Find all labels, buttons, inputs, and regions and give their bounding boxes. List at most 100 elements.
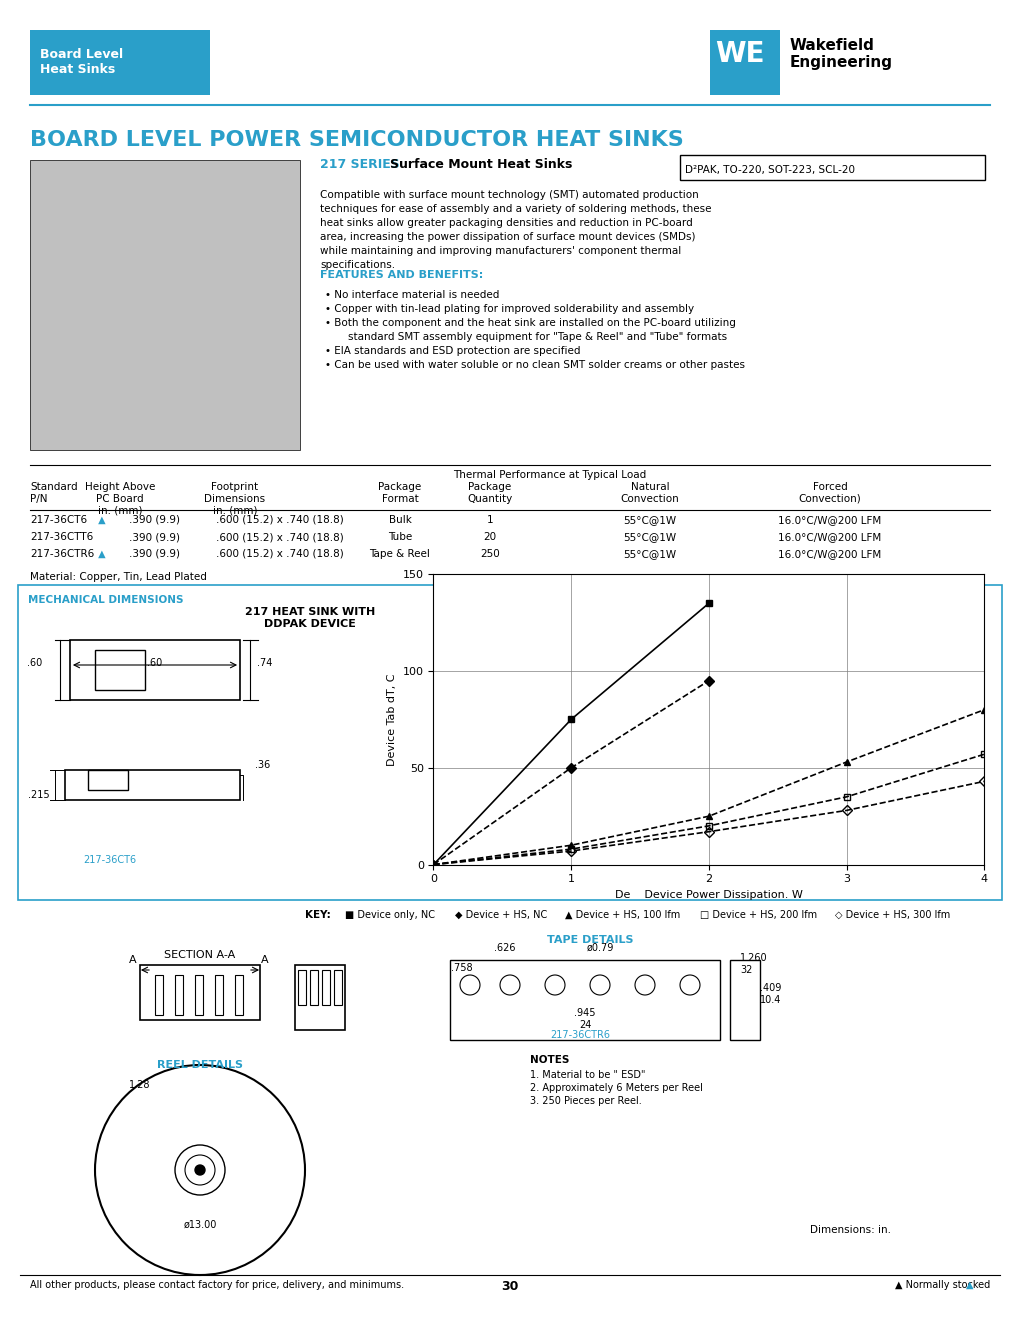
- Text: TAPE DETAILS: TAPE DETAILS: [546, 935, 633, 945]
- Text: D²PAK, TO-220, SOT-223, SCL-20: D²PAK, TO-220, SOT-223, SCL-20: [685, 165, 854, 176]
- Text: .390 (9.9): .390 (9.9): [129, 532, 180, 543]
- Text: ▲ Device + HS, 100 lfm: ▲ Device + HS, 100 lfm: [565, 909, 680, 920]
- Text: • Can be used with water soluble or no clean SMT solder creams or other pastes: • Can be used with water soluble or no c…: [325, 360, 744, 370]
- Text: 217-36CTR6: 217-36CTR6: [549, 1030, 609, 1040]
- Text: 3. 250 Pieces per Reel.: 3. 250 Pieces per Reel.: [530, 1096, 641, 1106]
- Bar: [18, 585, 1001, 900]
- Text: A: A: [129, 954, 137, 965]
- Bar: [333, 970, 341, 1005]
- Text: 16.0°C/W@200 LFM: 16.0°C/W@200 LFM: [777, 549, 880, 558]
- Text: • EIA standards and ESD protection are specified: • EIA standards and ESD protection are s…: [325, 346, 580, 356]
- Text: • Both the component and the heat sink are installed on the PC-board utilizing: • Both the component and the heat sink a…: [325, 318, 735, 327]
- Text: A: A: [261, 954, 269, 965]
- Text: ■ Device only, NC: ■ Device only, NC: [344, 909, 434, 920]
- Bar: [95, 649, 145, 690]
- Text: NOTES: NOTES: [530, 1055, 569, 1065]
- Text: .600 (15.2) x .740 (18.8): .600 (15.2) x .740 (18.8): [216, 515, 343, 525]
- Text: .945
24: .945 24: [574, 1008, 595, 1030]
- Y-axis label: Device Tab dT, C: Device Tab dT, C: [387, 673, 396, 766]
- Text: ◆ Device + HS, NC: ◆ Device + HS, NC: [454, 909, 547, 920]
- Text: ◇ Device + HS, 300 lfm: ◇ Device + HS, 300 lfm: [835, 909, 950, 920]
- Bar: [322, 970, 330, 1005]
- Text: .215: .215: [28, 789, 50, 800]
- Text: while maintaining and improving manufacturers' component thermal: while maintaining and improving manufact…: [320, 246, 681, 256]
- Text: heat sinks allow greater packaging densities and reduction in PC-board: heat sinks allow greater packaging densi…: [320, 218, 692, 228]
- Text: 30: 30: [500, 1280, 519, 1294]
- Bar: [140, 965, 260, 1020]
- Text: KEY:: KEY:: [305, 909, 330, 920]
- Text: 1.260
32: 1.260 32: [739, 953, 767, 974]
- Text: Compatible with surface mount technology (SMT) automated production: Compatible with surface mount technology…: [320, 190, 698, 201]
- Bar: [294, 965, 344, 1030]
- Text: Wakefield
Engineering: Wakefield Engineering: [790, 38, 892, 70]
- Bar: [709, 30, 780, 95]
- Text: .626: .626: [494, 942, 516, 953]
- Text: 55°C@1W: 55°C@1W: [623, 532, 676, 543]
- Text: Height Above
PC Board
in. (mm): Height Above PC Board in. (mm): [85, 482, 155, 515]
- Text: .60: .60: [28, 657, 43, 668]
- Text: Material: Copper, Tin, Lead Plated: Material: Copper, Tin, Lead Plated: [30, 572, 207, 582]
- Text: area, increasing the power dissipation of surface mount devices (SMDs): area, increasing the power dissipation o…: [320, 232, 695, 242]
- Bar: [88, 770, 127, 789]
- Text: SECTION A-A: SECTION A-A: [164, 950, 235, 960]
- Text: 2. Approximately 6 Meters per Reel: 2. Approximately 6 Meters per Reel: [530, 1082, 702, 1093]
- Text: 1.28: 1.28: [129, 1080, 151, 1090]
- Text: 1: 1: [486, 515, 493, 525]
- X-axis label: De    Device Power Dissipation. W: De Device Power Dissipation. W: [614, 890, 802, 900]
- Text: • Copper with tin-lead plating for improved solderability and assembly: • Copper with tin-lead plating for impro…: [325, 304, 694, 314]
- Text: Thermal Performance at Typical Load: Thermal Performance at Typical Load: [452, 470, 646, 480]
- Text: 1. Material to be " ESD": 1. Material to be " ESD": [530, 1071, 645, 1080]
- Text: ø13.00: ø13.00: [183, 1220, 216, 1230]
- Text: Forced
Convection): Forced Convection): [798, 482, 860, 504]
- Text: 217-36CT6: 217-36CT6: [30, 515, 87, 525]
- Text: THERMAL PERFORMANCE
6 LAYER BOARD, D² PAK
125°C LEAD, 40°C AMBIENT: THERMAL PERFORMANCE 6 LAYER BOARD, D² PA…: [634, 595, 805, 628]
- Text: 16.0°C/W@200 LFM: 16.0°C/W@200 LFM: [777, 532, 880, 543]
- Circle shape: [195, 1166, 205, 1175]
- Text: Natural
Convection: Natural Convection: [620, 482, 679, 504]
- Bar: [234, 975, 243, 1015]
- Text: 20: 20: [483, 532, 496, 543]
- Text: Dimensions: in.: Dimensions: in.: [809, 1225, 891, 1236]
- Text: .758: .758: [451, 964, 473, 973]
- Text: Tape & Reel: Tape & Reel: [369, 549, 430, 558]
- Text: □ Device + HS, 200 lfm: □ Device + HS, 200 lfm: [699, 909, 816, 920]
- Text: .60: .60: [147, 657, 162, 668]
- Text: Bulk: Bulk: [388, 515, 411, 525]
- Bar: [70, 640, 239, 700]
- Text: .36: .36: [255, 760, 270, 770]
- Text: 217-36CTT6: 217-36CTT6: [30, 532, 93, 543]
- Text: BOARD LEVEL POWER SEMICONDUCTOR HEAT SINKS: BOARD LEVEL POWER SEMICONDUCTOR HEAT SIN…: [30, 129, 683, 150]
- Text: All other products, please contact factory for price, delivery, and minimums.: All other products, please contact facto…: [30, 1280, 404, 1290]
- Text: Surface Mount Heat Sinks: Surface Mount Heat Sinks: [389, 158, 572, 172]
- Text: WE: WE: [714, 40, 764, 69]
- Text: • No interface material is needed: • No interface material is needed: [325, 290, 499, 300]
- Bar: [30, 30, 210, 95]
- Bar: [298, 970, 306, 1005]
- Text: .600 (15.2) x .740 (18.8): .600 (15.2) x .740 (18.8): [216, 532, 343, 543]
- Text: Board Level
Heat Sinks: Board Level Heat Sinks: [40, 48, 123, 77]
- Text: .600 (15.2) x .740 (18.8): .600 (15.2) x .740 (18.8): [216, 549, 343, 558]
- Text: 217 SERIES: 217 SERIES: [320, 158, 399, 172]
- Text: ▲: ▲: [95, 515, 106, 525]
- Bar: [680, 154, 984, 180]
- Bar: [30, 160, 300, 450]
- Bar: [195, 975, 203, 1015]
- Bar: [215, 975, 223, 1015]
- Text: techniques for ease of assembly and a variety of soldering methods, these: techniques for ease of assembly and a va…: [320, 205, 711, 214]
- Text: .390 (9.9): .390 (9.9): [129, 549, 180, 558]
- Text: 217 HEAT SINK WITH
DDPAK DEVICE: 217 HEAT SINK WITH DDPAK DEVICE: [245, 607, 375, 628]
- Text: MECHANICAL DIMENSIONS: MECHANICAL DIMENSIONS: [28, 595, 183, 605]
- Text: 55°C@1W: 55°C@1W: [623, 515, 676, 525]
- Text: 16.0°C/W@200 LFM: 16.0°C/W@200 LFM: [777, 515, 880, 525]
- Text: .390 (9.9): .390 (9.9): [129, 515, 180, 525]
- Bar: [65, 770, 239, 800]
- Bar: [155, 975, 163, 1015]
- Bar: [175, 975, 182, 1015]
- Text: ▲ Normally stocked: ▲ Normally stocked: [894, 1280, 989, 1290]
- Text: ▲: ▲: [95, 549, 106, 558]
- Text: Standard
P/N: Standard P/N: [30, 482, 77, 504]
- Text: .409
10.4: .409 10.4: [759, 983, 781, 1005]
- Text: Package
Format: Package Format: [378, 482, 421, 504]
- Text: standard SMT assembly equipment for "Tape & Reel" and "Tube" formats: standard SMT assembly equipment for "Tap…: [334, 333, 727, 342]
- Text: specifications.: specifications.: [320, 260, 394, 271]
